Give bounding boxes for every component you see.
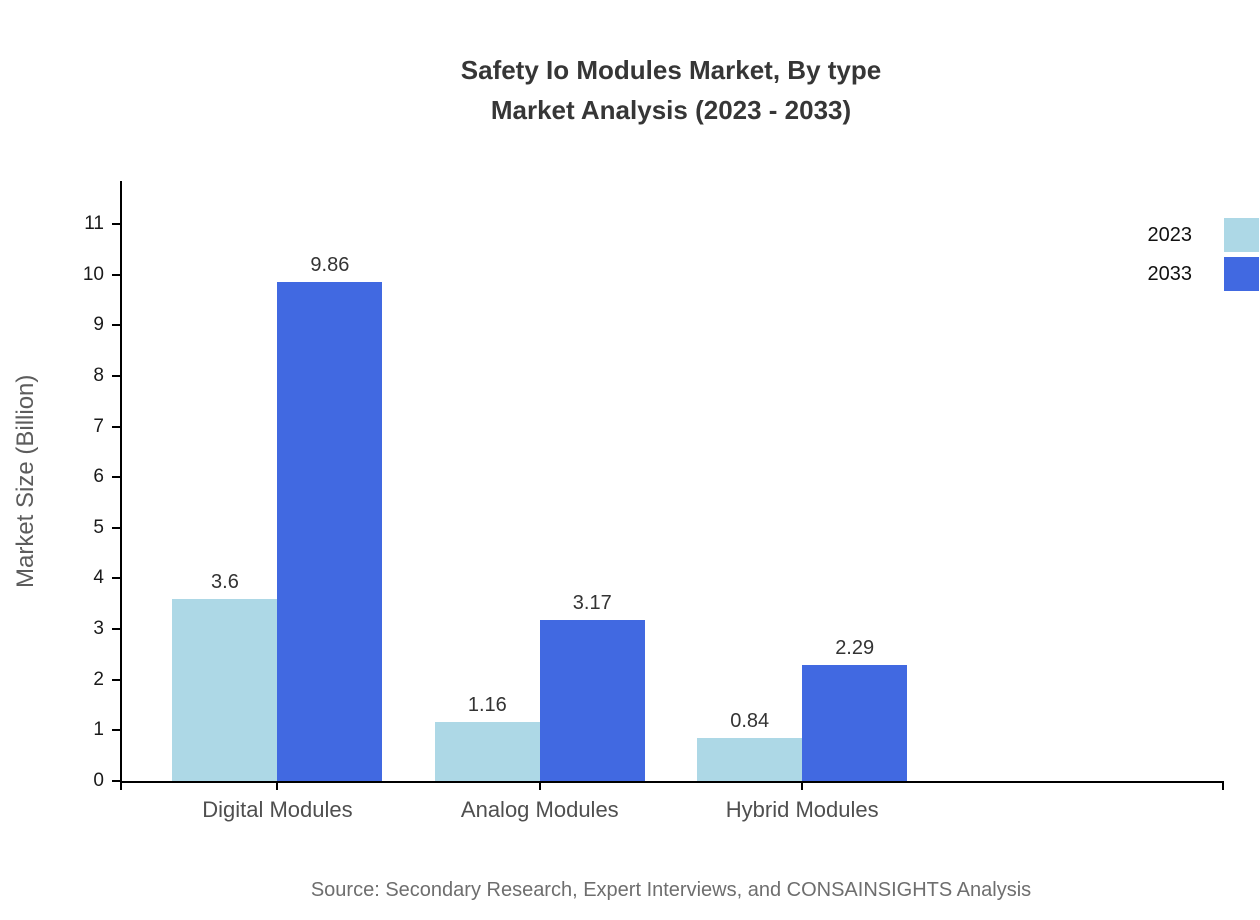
- x-tick-mark: [801, 781, 804, 790]
- x-axis-end-tick: [1222, 781, 1224, 790]
- chart-title-line2: Market Analysis (2023 - 2033): [490, 95, 852, 125]
- y-tick-label: 0: [93, 770, 104, 791]
- legend-swatch: [1224, 218, 1259, 252]
- y-tick-mark: [112, 222, 120, 225]
- plot-area: 0 1 2 3 4 5 6 7 8 9 10 11 Digital Modules 3.6 9.86 Anal…: [83, 181, 1224, 822]
- bar-value-label: 9.86: [310, 253, 350, 276]
- chart-title: Safety Io Modules Market, By type Market…: [120, 50, 1222, 130]
- y-tick-label: 4: [93, 567, 104, 589]
- y-tick-label: 9: [93, 314, 104, 336]
- legend-label: 2023: [1147, 223, 1193, 246]
- y-axis-title: Market Size (Billion): [12, 374, 39, 588]
- y-tick-mark: [112, 628, 120, 631]
- legend-label: 2033: [1147, 262, 1193, 285]
- x-tick-mark: [276, 781, 279, 790]
- bar-2023: [434, 722, 540, 781]
- bar-2023: [172, 598, 278, 781]
- bar-value-label: 3.17: [572, 592, 612, 615]
- x-tick-mark: [538, 781, 541, 790]
- y-tick-mark: [112, 476, 120, 479]
- y-tick-label: 7: [93, 415, 104, 437]
- y-tick-label: 1: [93, 719, 104, 741]
- bar-2033: [277, 281, 383, 781]
- y-tick-mark: [112, 577, 120, 580]
- y-tick-label: 10: [82, 263, 104, 285]
- bar-2023: [697, 738, 803, 781]
- y-tick-label: 6: [93, 466, 104, 488]
- y-tick-mark: [112, 526, 120, 529]
- y-tick-mark: [112, 678, 120, 681]
- x-axis-line: [120, 781, 1224, 783]
- bar-2033: [539, 620, 645, 781]
- legend-item: 2033: [1147, 257, 1259, 291]
- category-label: Digital Modules: [202, 797, 353, 822]
- y-tick-mark: [112, 374, 120, 377]
- y-tick-label: 2: [93, 668, 104, 690]
- bar-2033: [802, 665, 908, 781]
- source-note: Source: Secondary Research, Expert Inter…: [310, 879, 1032, 901]
- y-tick-mark: [112, 273, 120, 276]
- y-tick-mark: [112, 729, 120, 732]
- legend: 2023 2033: [1147, 218, 1259, 296]
- y-axis-line: [120, 181, 122, 783]
- bar-value-label: 3.6: [211, 570, 239, 593]
- legend-swatch: [1224, 257, 1259, 291]
- y-tick-mark: [112, 425, 120, 428]
- bar-value-label: 2.29: [835, 637, 875, 660]
- y-tick-label: 3: [93, 618, 104, 640]
- category-label: Analog Modules: [460, 797, 619, 822]
- x-axis-end-tick: [120, 781, 122, 790]
- y-tick-label: 11: [84, 212, 104, 234]
- bar-value-label: 0.84: [730, 710, 770, 733]
- category-label: Hybrid Modules: [725, 797, 879, 822]
- chart-title-line1: Safety Io Modules Market, By type: [460, 55, 882, 85]
- y-tick-mark: [112, 780, 120, 782]
- legend-item: 2023: [1147, 218, 1259, 252]
- bar-value-label: 1.16: [467, 694, 507, 717]
- y-tick-label: 8: [93, 364, 104, 386]
- y-tick-label: 5: [93, 516, 104, 538]
- y-tick-mark: [112, 324, 120, 327]
